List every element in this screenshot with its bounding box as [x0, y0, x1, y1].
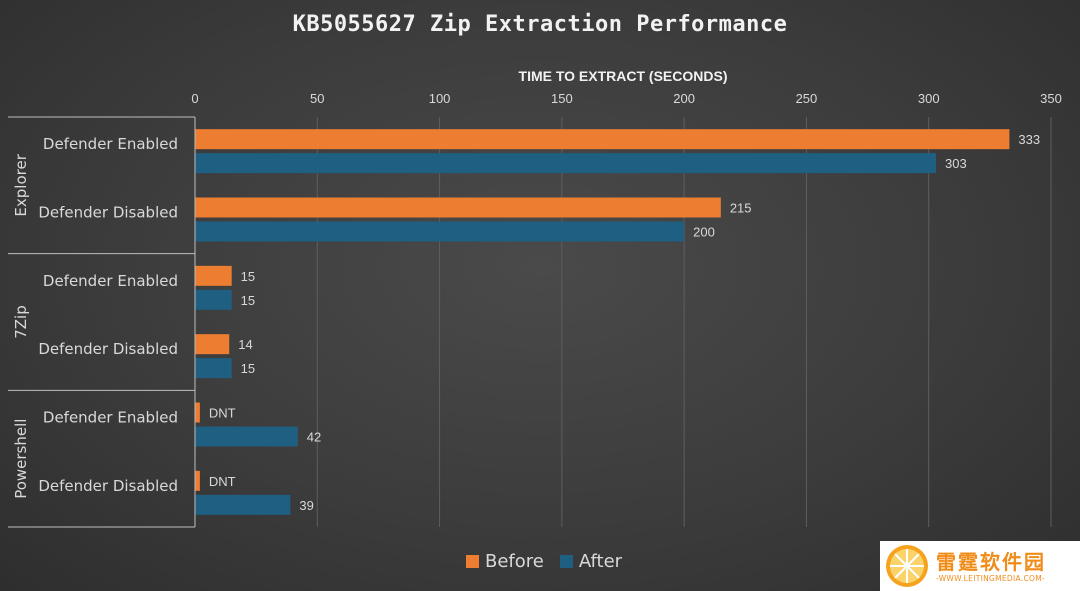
group-label: Powershell [12, 419, 30, 499]
tick-label: 200 [673, 91, 695, 106]
category-label: Defender Disabled [38, 340, 178, 358]
bar-before [195, 265, 232, 286]
legend-item-before: Before [466, 551, 544, 572]
chart-title: KB5055627 Zip Extraction Performance [292, 12, 788, 37]
tick-label: 250 [796, 91, 818, 106]
data-label: DNT [209, 474, 236, 489]
data-label: 42 [307, 430, 321, 445]
bar-before [195, 402, 200, 423]
legend-item-after: After [559, 551, 623, 572]
data-label: 15 [241, 269, 255, 284]
bar-after [195, 153, 937, 174]
category-label: Defender Disabled [38, 477, 178, 495]
tick-label: 150 [551, 91, 573, 106]
data-label: DNT [209, 406, 236, 421]
category-label: Defender Enabled [43, 272, 178, 290]
legend-label-before: Before [485, 551, 544, 572]
bar-before [195, 334, 230, 355]
group-label: Explorer [12, 153, 30, 216]
legend-swatch-after [559, 555, 573, 568]
data-label: 15 [241, 293, 255, 308]
bar-before [195, 129, 1010, 150]
data-label: 303 [945, 156, 967, 171]
bar-after [195, 426, 298, 447]
category-label: Defender Enabled [43, 135, 178, 153]
tick-label: 350 [1040, 91, 1062, 106]
group-label: 7Zip [12, 305, 30, 339]
bar-after [195, 494, 291, 515]
watermark-logo: 雷霆软件园 -WWW.LEITINGMEDIA.COM- [880, 541, 1080, 591]
bar-after [195, 358, 232, 379]
bar-before [195, 470, 200, 491]
data-label: 14 [238, 337, 252, 352]
data-label: 15 [241, 361, 255, 376]
axis-title: TIME TO EXTRACT (SECONDS) [519, 68, 728, 84]
bar-after [195, 221, 685, 242]
category-label: Defender Disabled [38, 204, 178, 222]
data-label: 200 [693, 225, 715, 240]
tick-label: 50 [310, 91, 324, 106]
legend-swatch-before [466, 555, 479, 568]
watermark-brand-text: 雷霆软件园 [936, 549, 1046, 574]
tick-label: 100 [429, 91, 451, 106]
legend: Before After [466, 551, 638, 572]
bar-after [195, 289, 232, 310]
watermark-url: -WWW.LEITINGMEDIA.COM- [936, 573, 1046, 583]
orange-slice-icon [886, 545, 928, 587]
legend-label-after: After [578, 551, 623, 572]
tick-label: 300 [918, 91, 940, 106]
tick-label: 0 [191, 91, 198, 106]
data-label: 333 [1018, 132, 1040, 147]
bar-before [195, 197, 721, 218]
data-label: 215 [730, 201, 752, 216]
category-label: Defender Enabled [43, 409, 178, 427]
data-label: 39 [299, 498, 313, 513]
